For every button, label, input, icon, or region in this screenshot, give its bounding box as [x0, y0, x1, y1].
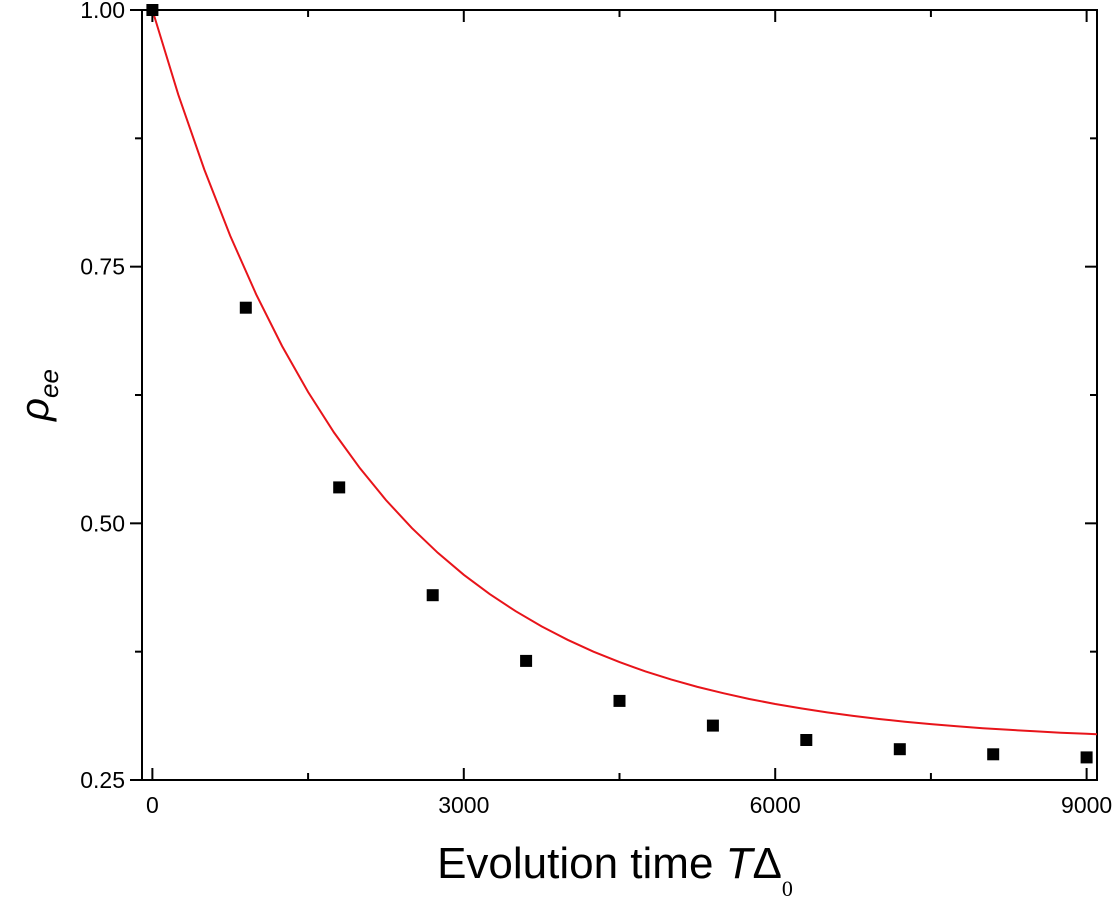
- x-axis-title-text: Evolution time: [437, 839, 726, 888]
- y-tick-label: 0.50: [80, 510, 125, 536]
- data-point: [987, 748, 1000, 761]
- fit-curve: [151, 9, 1098, 736]
- y-axis-title: ρee: [13, 369, 64, 422]
- x-axis-title-subscript: 0: [782, 876, 793, 901]
- data-point: [1080, 751, 1093, 764]
- y-tick-label: 1.00: [80, 0, 125, 23]
- ticks-layer: [130, 9, 1097, 781]
- data-point: [333, 481, 346, 494]
- plot-frame: [141, 9, 1098, 781]
- y-tick-label: 0.25: [80, 767, 125, 793]
- labels-layer: 0 3000 6000 9000 0.25 0.50 0.75 1.00: [80, 0, 1112, 818]
- data-point: [613, 694, 626, 707]
- x-axis-title-delta: Δ: [753, 839, 782, 888]
- data-point: [706, 719, 719, 732]
- data-point: [893, 743, 906, 756]
- y-tick-label: 0.75: [80, 254, 125, 280]
- data-point: [146, 4, 159, 16]
- data-point: [426, 589, 439, 602]
- y-axis-title-subscript: ee: [34, 369, 64, 398]
- y-axis-title-var: ρ: [13, 398, 57, 422]
- fit-layer: [151, 9, 1098, 736]
- data-point: [520, 654, 533, 667]
- x-tick-label: 0: [146, 792, 159, 818]
- x-axis-title-var: T: [726, 839, 756, 888]
- x-tick-label: 3000: [438, 792, 489, 818]
- x-axis-title: Evolution time TΔ0: [437, 839, 793, 901]
- data-point: [239, 301, 252, 314]
- points-layer: [146, 4, 1093, 764]
- data-point: [800, 734, 813, 746]
- x-tick-label: 6000: [750, 792, 801, 818]
- x-tick-label: 9000: [1061, 792, 1112, 818]
